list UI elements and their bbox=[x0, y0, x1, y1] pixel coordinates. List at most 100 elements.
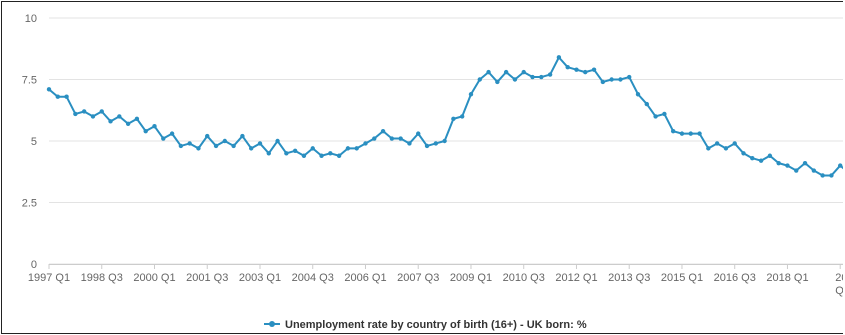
data-point[interactable] bbox=[240, 133, 245, 139]
data-point[interactable] bbox=[292, 148, 298, 154]
data-point[interactable] bbox=[820, 173, 825, 178]
data-point[interactable] bbox=[152, 124, 157, 129]
data-point[interactable] bbox=[547, 72, 553, 77]
data-point[interactable] bbox=[556, 55, 562, 60]
data-point[interactable] bbox=[73, 111, 78, 117]
data-point[interactable] bbox=[407, 141, 412, 146]
data-point[interactable] bbox=[459, 114, 465, 119]
data-point[interactable] bbox=[653, 114, 658, 119]
data-point[interactable] bbox=[416, 131, 421, 136]
data-point[interactable] bbox=[117, 114, 122, 119]
data-point[interactable] bbox=[495, 79, 500, 85]
data-point[interactable] bbox=[389, 136, 395, 141]
data-point[interactable] bbox=[670, 128, 676, 134]
data-point[interactable] bbox=[275, 138, 280, 144]
data-point[interactable] bbox=[143, 128, 148, 134]
data-point[interactable] bbox=[503, 69, 509, 75]
data-point[interactable] bbox=[257, 141, 263, 146]
data-point[interactable] bbox=[64, 94, 69, 99]
data-point[interactable] bbox=[486, 69, 491, 75]
data-point[interactable] bbox=[521, 69, 526, 75]
data-point[interactable] bbox=[574, 67, 579, 72]
data-point[interactable] bbox=[301, 153, 307, 158]
data-point[interactable] bbox=[108, 119, 113, 124]
data-point[interactable] bbox=[46, 87, 52, 92]
data-point[interactable] bbox=[627, 74, 632, 80]
legend[interactable]: Unemployment rate by country of birth (1… bbox=[264, 319, 587, 331]
data-point[interactable] bbox=[794, 168, 799, 173]
data-point[interactable] bbox=[424, 143, 430, 149]
x-tick-label: 2016 Q3 bbox=[714, 272, 756, 284]
data-point[interactable] bbox=[345, 146, 351, 151]
x-tick-label: 2012 Q1 bbox=[555, 272, 597, 284]
data-point[interactable] bbox=[583, 69, 588, 75]
data-point[interactable] bbox=[565, 65, 570, 70]
data-point[interactable] bbox=[55, 94, 60, 99]
data-point[interactable] bbox=[90, 114, 96, 119]
data-point[interactable] bbox=[723, 146, 729, 151]
data-point[interactable] bbox=[310, 146, 315, 151]
data-point[interactable] bbox=[363, 141, 368, 146]
data-point[interactable] bbox=[512, 77, 518, 82]
data-point[interactable] bbox=[81, 109, 87, 114]
data-point[interactable] bbox=[829, 173, 834, 178]
data-point[interactable] bbox=[372, 136, 377, 141]
data-point[interactable] bbox=[442, 138, 447, 144]
data-point[interactable] bbox=[433, 141, 439, 146]
data-point[interactable] bbox=[451, 116, 456, 122]
data-point[interactable] bbox=[750, 156, 755, 161]
data-point[interactable] bbox=[706, 146, 711, 151]
data-point[interactable] bbox=[134, 116, 140, 122]
data-point[interactable] bbox=[169, 131, 175, 136]
data-point[interactable] bbox=[99, 109, 104, 114]
data-point[interactable] bbox=[248, 146, 254, 151]
data-point[interactable] bbox=[802, 160, 808, 166]
data-point[interactable] bbox=[811, 168, 817, 173]
data-point[interactable] bbox=[284, 151, 289, 156]
data-point[interactable] bbox=[838, 163, 843, 168]
data-point[interactable] bbox=[187, 141, 192, 146]
data-point[interactable] bbox=[398, 136, 403, 141]
data-point[interactable] bbox=[336, 153, 342, 158]
y-axis-ticks: 0 2.5 5 7.5 10 bbox=[22, 13, 37, 271]
data-point[interactable] bbox=[644, 101, 650, 107]
data-point[interactable] bbox=[741, 151, 746, 156]
data-point[interactable] bbox=[161, 136, 166, 141]
data-point[interactable] bbox=[697, 131, 702, 136]
data-point[interactable] bbox=[205, 133, 210, 139]
data-point[interactable] bbox=[785, 163, 790, 168]
data-point[interactable] bbox=[477, 77, 482, 82]
data-point[interactable] bbox=[125, 121, 131, 126]
data-point[interactable] bbox=[679, 131, 685, 136]
data-point[interactable] bbox=[758, 158, 764, 163]
data-point[interactable] bbox=[266, 151, 271, 156]
x-tick-label: 2010 Q3 bbox=[503, 272, 545, 284]
data-point[interactable] bbox=[600, 79, 606, 85]
data-point[interactable] bbox=[319, 153, 324, 158]
x-tick-label: 2015 Q1 bbox=[661, 272, 703, 284]
data-point[interactable] bbox=[591, 67, 597, 72]
data-point[interactable] bbox=[609, 77, 614, 82]
data-point[interactable] bbox=[530, 74, 535, 80]
x-tick-label: 1998 Q3 bbox=[81, 272, 123, 284]
series-line bbox=[48, 56, 843, 177]
data-point[interactable] bbox=[635, 92, 641, 97]
data-point[interactable] bbox=[196, 146, 201, 151]
data-point[interactable] bbox=[776, 160, 781, 166]
data-point[interactable] bbox=[732, 141, 737, 146]
data-point[interactable] bbox=[767, 153, 773, 158]
data-point[interactable] bbox=[662, 111, 667, 117]
data-point[interactable] bbox=[231, 143, 236, 149]
data-point[interactable] bbox=[688, 131, 693, 136]
data-point[interactable] bbox=[468, 92, 474, 97]
data-point[interactable] bbox=[539, 74, 544, 80]
data-point[interactable] bbox=[714, 141, 720, 146]
y-tick-label: 10 bbox=[25, 13, 37, 25]
data-point[interactable] bbox=[354, 146, 359, 151]
data-point[interactable] bbox=[222, 138, 228, 144]
data-point[interactable] bbox=[618, 77, 623, 82]
data-point[interactable] bbox=[380, 128, 386, 134]
data-point[interactable] bbox=[328, 151, 333, 156]
data-point[interactable] bbox=[213, 143, 219, 149]
data-point[interactable] bbox=[178, 143, 184, 149]
